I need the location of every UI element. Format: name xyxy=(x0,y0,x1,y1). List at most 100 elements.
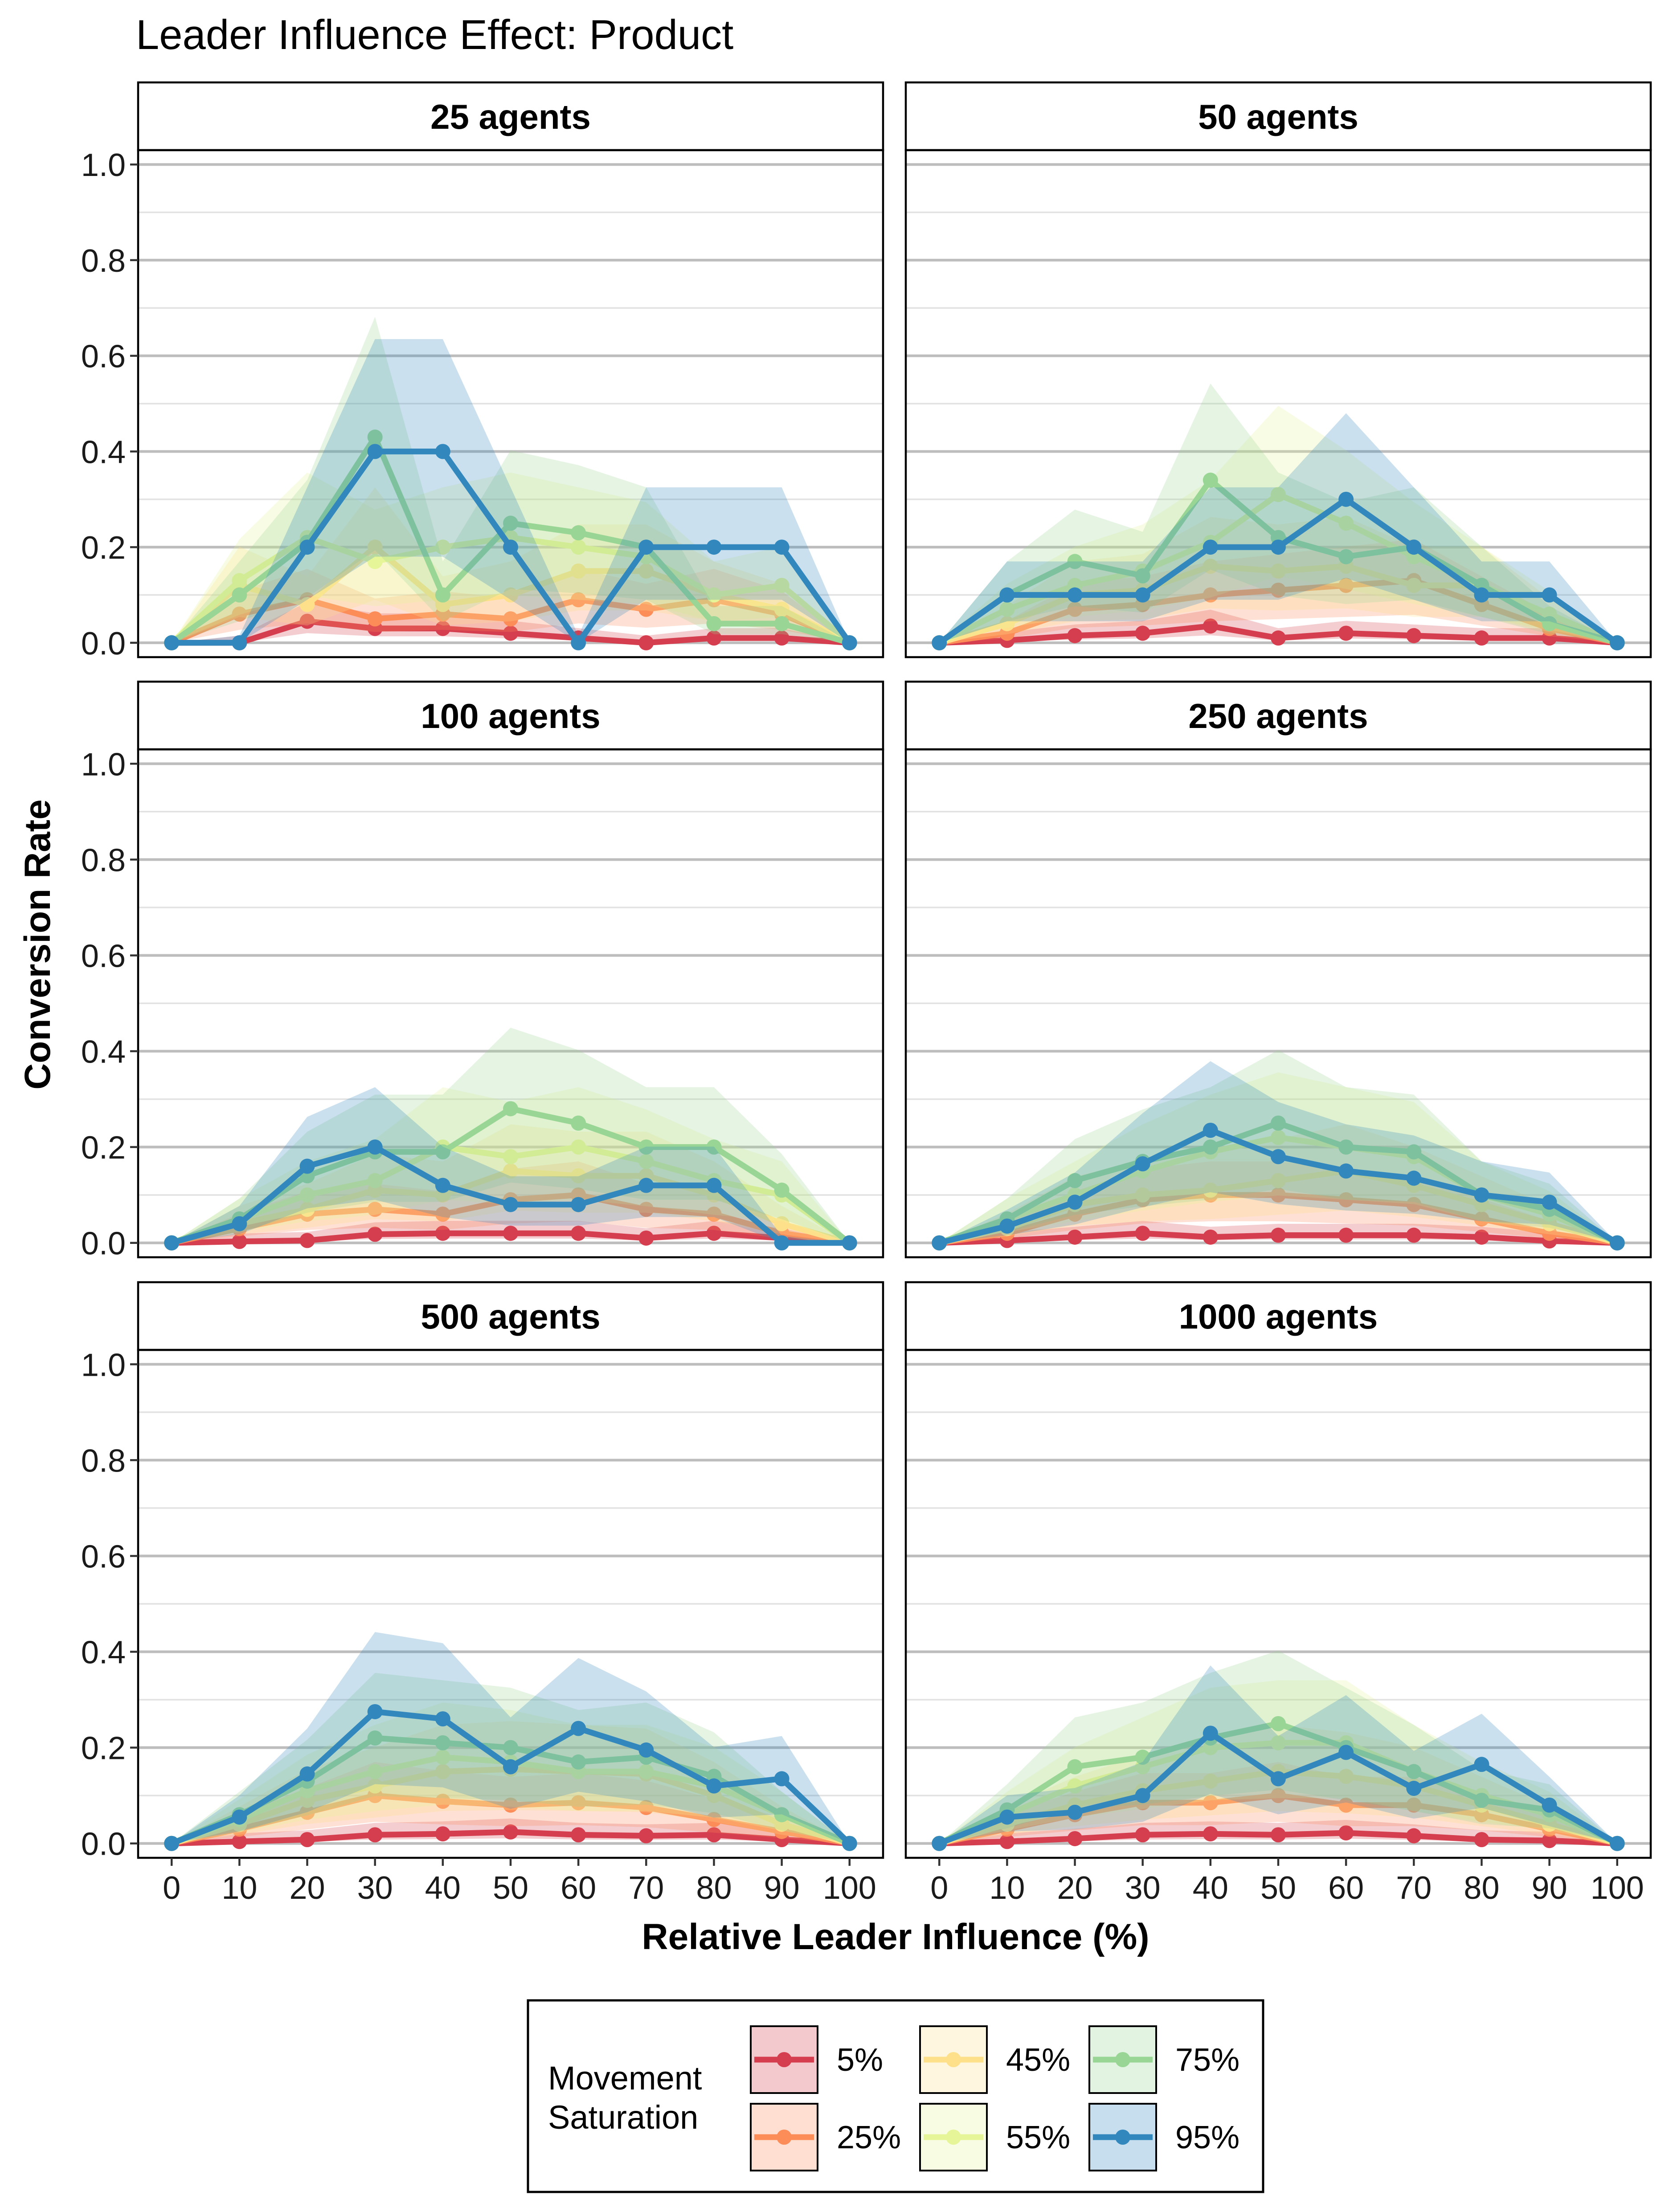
series-95-point xyxy=(232,1216,247,1231)
series-45-point xyxy=(503,587,518,603)
series-75-point xyxy=(1135,1750,1150,1765)
series-95-point xyxy=(1067,587,1083,603)
series-75-point xyxy=(1406,1144,1422,1160)
series-95-band xyxy=(172,1087,850,1243)
series-5-point xyxy=(1203,1826,1218,1842)
series-95-point xyxy=(638,1178,654,1193)
series-5-point xyxy=(1542,1833,1557,1848)
series-25-point xyxy=(1271,1788,1286,1803)
series-75-point xyxy=(503,1740,518,1755)
series-5-point xyxy=(1474,1832,1489,1848)
panel-strip-label: 100 agents xyxy=(421,696,600,736)
y-tick-label: 0.8 xyxy=(81,842,126,878)
series-25-point xyxy=(1338,1192,1354,1207)
series-25-point xyxy=(706,1811,722,1827)
y-tick-label: 1.0 xyxy=(81,747,126,782)
y-tick-label: 0.6 xyxy=(81,339,126,375)
series-25-point xyxy=(1203,1795,1218,1811)
series-55-point xyxy=(367,1173,383,1188)
series-25-point xyxy=(1474,1211,1489,1227)
series-group xyxy=(932,1050,1625,1251)
y-tick-label: 0.0 xyxy=(81,626,126,662)
legend-key-point xyxy=(777,2052,792,2067)
legend-label: 95% xyxy=(1175,2120,1239,2155)
series-75-point xyxy=(367,1730,383,1746)
series-25-point xyxy=(706,1206,722,1222)
x-tick-label: 0 xyxy=(163,1870,180,1906)
series-95-band xyxy=(939,1665,1617,1844)
series-75-point xyxy=(571,1115,586,1131)
series-75-point xyxy=(571,1754,586,1770)
panel-250-agents: 250 agents xyxy=(904,680,1652,1259)
panel-strip xyxy=(904,1281,1652,1351)
series-25-point xyxy=(1271,1187,1286,1203)
series-75-point xyxy=(774,1807,789,1823)
panel-strip xyxy=(137,81,884,151)
series-95-point xyxy=(435,444,450,459)
series-5-point xyxy=(1203,618,1218,634)
series-95-point xyxy=(1067,1804,1083,1820)
series-45 xyxy=(164,487,857,650)
series-45-point xyxy=(367,540,383,555)
series-75-point xyxy=(774,616,789,631)
series-95-point xyxy=(503,1759,518,1775)
legend-item-55: 55% xyxy=(919,2103,1070,2171)
series-75-point xyxy=(571,525,586,540)
series-75-point xyxy=(706,616,722,631)
series-95-point xyxy=(842,1235,857,1251)
series-25-point xyxy=(503,1797,518,1813)
series-95-point xyxy=(999,1218,1015,1234)
series-5-point xyxy=(706,630,722,646)
series-5-point xyxy=(999,1834,1015,1849)
x-tick-label: 80 xyxy=(696,1870,732,1906)
y-axis: 0.0 0.2 0.4 0.6 0.8 1.0 xyxy=(81,1347,138,1862)
x-tick-label: 60 xyxy=(1328,1870,1364,1906)
series-45-point xyxy=(299,1202,315,1217)
panel-strip-label: 50 agents xyxy=(1198,97,1358,136)
x-tick-label: 80 xyxy=(1464,1870,1499,1906)
legend: Movement Saturation 5% 25% 45% 55% 75% 95% xyxy=(527,1999,1264,2193)
series-25-point xyxy=(571,1795,586,1811)
series-45-point xyxy=(1338,1769,1354,1784)
x-tick-label: 10 xyxy=(221,1870,257,1906)
series-25-point xyxy=(299,1804,315,1820)
series-75-point xyxy=(232,587,247,603)
series-95 xyxy=(164,1632,857,1851)
series-25-point xyxy=(367,611,383,627)
series-95-point xyxy=(299,1766,315,1782)
y-tick-label: 0.8 xyxy=(81,1443,126,1479)
panel-strip xyxy=(904,680,1652,751)
x-tick-label: 30 xyxy=(1125,1870,1161,1906)
series-55-point xyxy=(571,540,586,555)
legend-title-line2: Saturation xyxy=(548,2099,698,2136)
series-5-point xyxy=(503,626,518,641)
legend-box xyxy=(527,1999,1264,2193)
legend-item-95: 95% xyxy=(1088,2103,1239,2171)
legend-item-5: 5% xyxy=(750,2025,883,2094)
series-95-point xyxy=(299,540,315,555)
series-95-point xyxy=(1542,1194,1557,1210)
y-tick-label: 0.2 xyxy=(81,1130,126,1166)
x-tick-label: 100 xyxy=(823,1870,876,1906)
series-95-point xyxy=(999,1809,1015,1825)
legend-item-75: 75% xyxy=(1088,2025,1239,2094)
series-95-point xyxy=(1135,587,1150,603)
series-45-point xyxy=(1271,563,1286,579)
series-5-point xyxy=(1338,626,1354,641)
series-75-point xyxy=(1271,1115,1286,1131)
legend-title-line1: Movement xyxy=(548,2060,702,2097)
series-95-point xyxy=(842,635,857,650)
series-95-point xyxy=(1135,1788,1150,1803)
legend-key-point xyxy=(1115,2130,1130,2145)
series-5-point xyxy=(1067,1229,1083,1245)
series-75-band xyxy=(172,1672,850,1844)
series-95-point xyxy=(1609,1235,1625,1251)
legend-key-point xyxy=(946,2130,961,2145)
series-25-point xyxy=(638,601,654,617)
panel-strip-label: 500 agents xyxy=(421,1297,600,1336)
series-75-band xyxy=(939,1650,1617,1844)
series-55-point xyxy=(299,1187,315,1203)
series-5-point xyxy=(706,1827,722,1843)
series-5 xyxy=(932,1221,1625,1251)
